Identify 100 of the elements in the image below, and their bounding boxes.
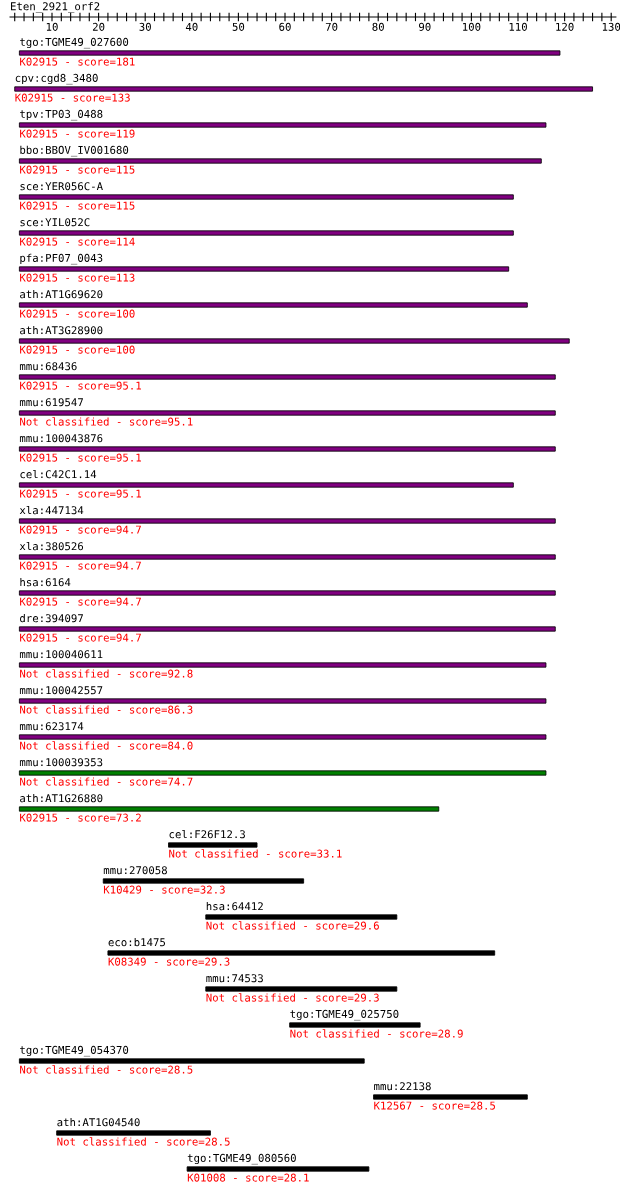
y-tick-label: mmu:100043876 <box>19 434 103 443</box>
y-tick-label: mmu:100039353 <box>19 758 103 767</box>
bar <box>18 770 547 776</box>
bar <box>18 194 514 200</box>
bar <box>18 698 547 704</box>
y-tick-label: ath:AT1G69620 <box>20 289 103 299</box>
x-tick-label: 20 <box>92 22 105 31</box>
bar <box>102 878 305 884</box>
x-tick-label: 50 <box>232 22 245 31</box>
annotation: K02915 - score=94.7 <box>20 525 141 534</box>
y-tick-label: eco:b1475 <box>108 937 166 947</box>
bar <box>18 626 556 632</box>
annotation: K10429 - score=32.3 <box>103 885 225 894</box>
y-tick-label: cpv:cgd8_3480 <box>15 73 98 85</box>
x-tick-label: 40 <box>185 22 198 31</box>
y-tick-label: mmu:22138 <box>374 1082 431 1091</box>
y-tick-label: hsa:6164 <box>20 577 71 587</box>
bar <box>18 518 556 524</box>
y-tick-label: sce:YIL052C <box>20 218 90 227</box>
y-tick-label: mmu:68436 <box>19 362 77 371</box>
y-tick-label: mmu:619547 <box>19 398 83 407</box>
annotation: K02915 - score=94.7 <box>20 597 141 606</box>
bar <box>18 446 556 452</box>
bar <box>18 338 570 344</box>
x-tick-label: 120 <box>556 22 574 31</box>
bar <box>18 50 561 56</box>
bar <box>18 662 547 668</box>
y-tick-label: tpv:TP03_0488 <box>20 109 103 121</box>
y-tick-label: xla:380526 <box>19 541 84 551</box>
annotation: Not classified - score=28.5 <box>57 1137 230 1146</box>
y-tick-label: tgo:TGME49_027600 <box>20 37 129 49</box>
annotation: K02915 - score=115 <box>20 201 135 210</box>
bar <box>18 374 556 380</box>
annotation: Not classified - score=28.5 <box>20 1065 193 1074</box>
bar <box>18 266 510 272</box>
bar <box>18 734 547 740</box>
y-tick-label: mmu:100040611 <box>19 650 103 659</box>
annotation: Not classified - score=33.1 <box>169 849 342 858</box>
annotation: K02915 - score=119 <box>20 129 135 138</box>
annotation: K02915 - score=100 <box>20 309 135 318</box>
chart-title: Eten_2921_orf2 <box>11 2 100 13</box>
y-tick-label: mmu:100042557 <box>19 686 103 695</box>
bar <box>18 302 528 308</box>
bar <box>168 842 258 848</box>
y-tick-label: mmu:74533 <box>206 974 263 983</box>
y-tick-label: tgo:TGME49_054370 <box>20 1045 129 1057</box>
annotation: Not classified - score=29.3 <box>206 993 379 1002</box>
annotation: K02915 - score=181 <box>20 57 135 66</box>
y-tick-label: cel:F26F12.3 <box>169 829 245 839</box>
bar <box>18 806 440 812</box>
annotation: K02915 - score=113 <box>20 273 135 282</box>
x-tick-label: 70 <box>325 22 338 31</box>
annotation: K01008 - score=28.1 <box>187 1173 309 1182</box>
x-tick-label: 80 <box>372 22 384 31</box>
bar <box>186 1166 370 1172</box>
annotation: K12567 - score=28.5 <box>374 1101 496 1110</box>
annotation: K02915 - score=115 <box>20 165 135 174</box>
bar <box>107 950 496 956</box>
annotation: Not classified - score=74.7 <box>20 777 193 786</box>
bar <box>18 122 547 128</box>
x-tick-label: 30 <box>139 22 151 31</box>
annotation: K02915 - score=73.2 <box>20 813 141 822</box>
y-tick-label: hsa:64412 <box>206 901 263 911</box>
x-tick-label: 130 <box>602 22 620 31</box>
y-tick-label: tgo:TGME49_025750 <box>290 1009 399 1021</box>
bar <box>18 410 556 416</box>
y-tick-label: cel:C42C1.14 <box>20 469 97 479</box>
y-tick-label: mmu:270058 <box>103 866 167 875</box>
annotation: Not classified - score=29.6 <box>206 921 379 930</box>
bar <box>56 1130 211 1136</box>
annotation: K02915 - score=95.1 <box>20 381 141 390</box>
annotation: K02915 - score=133 <box>15 93 130 102</box>
y-tick-label: ath:AT1G04540 <box>57 1117 140 1127</box>
annotation: K02915 - score=94.7 <box>20 633 141 642</box>
bar <box>14 86 593 92</box>
y-tick-label: tgo:TGME49_080560 <box>187 1153 296 1165</box>
bar <box>18 482 514 488</box>
bar <box>18 158 542 164</box>
y-tick-label: xla:447134 <box>19 505 84 515</box>
annotation: Not classified - score=86.3 <box>20 705 193 714</box>
annotation: K02915 - score=95.1 <box>20 453 141 462</box>
annotation: Not classified - score=92.8 <box>20 669 193 678</box>
annotation: Not classified - score=28.9 <box>290 1029 463 1038</box>
bar <box>373 1094 528 1100</box>
x-tick-label: 110 <box>509 22 527 31</box>
annotation: K02915 - score=100 <box>20 345 135 354</box>
x-tick-label: 90 <box>419 22 431 31</box>
annotation: K02915 - score=95.1 <box>20 489 141 498</box>
y-tick-label: dre:394097 <box>20 613 83 623</box>
bar <box>205 986 398 992</box>
x-tick-label: 60 <box>279 22 291 31</box>
bar <box>289 1022 421 1028</box>
y-tick-label: sce:YER056C-A <box>20 182 103 191</box>
bar <box>18 554 556 560</box>
x-tick-label: 10 <box>46 22 58 31</box>
y-tick-label: pfa:PF07_0043 <box>20 253 103 265</box>
bar <box>205 914 398 920</box>
y-tick-label: bbo:BBOV_IV001680 <box>20 145 129 157</box>
y-tick-label: mmu:623174 <box>19 722 84 731</box>
annotation: K02915 - score=114 <box>20 237 135 246</box>
